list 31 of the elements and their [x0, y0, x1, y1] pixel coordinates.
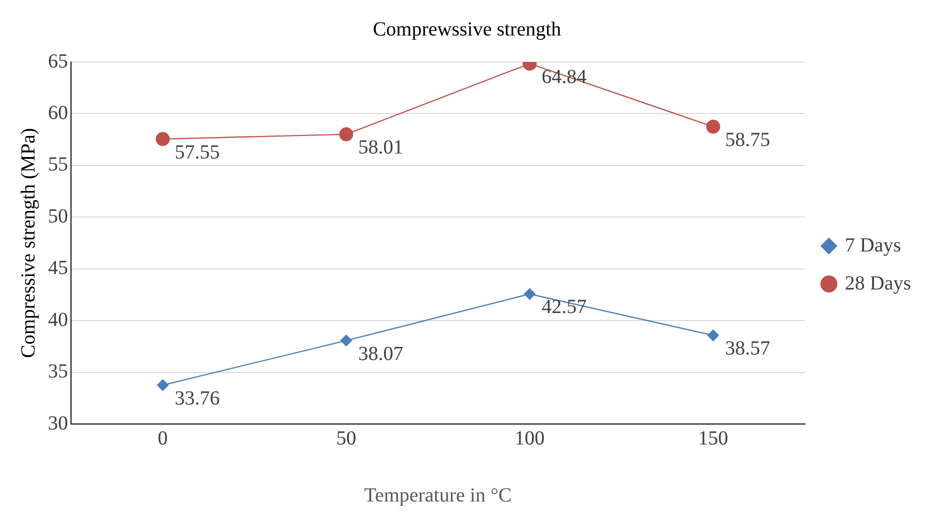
data-label: 58.75: [725, 128, 770, 151]
chart-title: Comprewssive strength: [372, 18, 562, 40]
data-label: 58.01: [358, 136, 404, 159]
point: [524, 288, 536, 300]
data-label: 38.57: [725, 338, 770, 360]
data-label: 33.76: [174, 387, 220, 410]
y-tick-label: 45: [48, 257, 68, 280]
x-tick-label: 150: [698, 427, 728, 450]
point: [339, 127, 354, 142]
point: [156, 132, 170, 146]
data-label: 38.07: [358, 342, 404, 365]
y-tick-label: 40: [48, 308, 68, 331]
y-tick-label: 50: [48, 205, 68, 228]
y-tick-label: 35: [48, 360, 68, 383]
y-tick-label: 55: [48, 154, 68, 176]
legend-label: 7 Days: [844, 234, 902, 256]
data-label: 57.55: [174, 141, 220, 164]
y-tick-label: 60: [48, 102, 68, 124]
x-tick-label: 0: [158, 427, 168, 450]
y-axis-title: Compressive strength (MPa): [17, 128, 40, 358]
y-tick-label: 65: [48, 50, 68, 72]
point: [340, 334, 352, 347]
point: [156, 379, 169, 392]
x-tick-label: 100: [514, 427, 545, 450]
x-axis-title: Temperature in °C: [364, 484, 512, 506]
legend-label: 28 Days: [844, 272, 912, 294]
x-tick-label: 50: [336, 427, 356, 450]
y-tick-label: 30: [48, 412, 68, 434]
data-label: 42.57: [542, 296, 587, 318]
point: [707, 329, 720, 342]
point: [706, 120, 720, 134]
